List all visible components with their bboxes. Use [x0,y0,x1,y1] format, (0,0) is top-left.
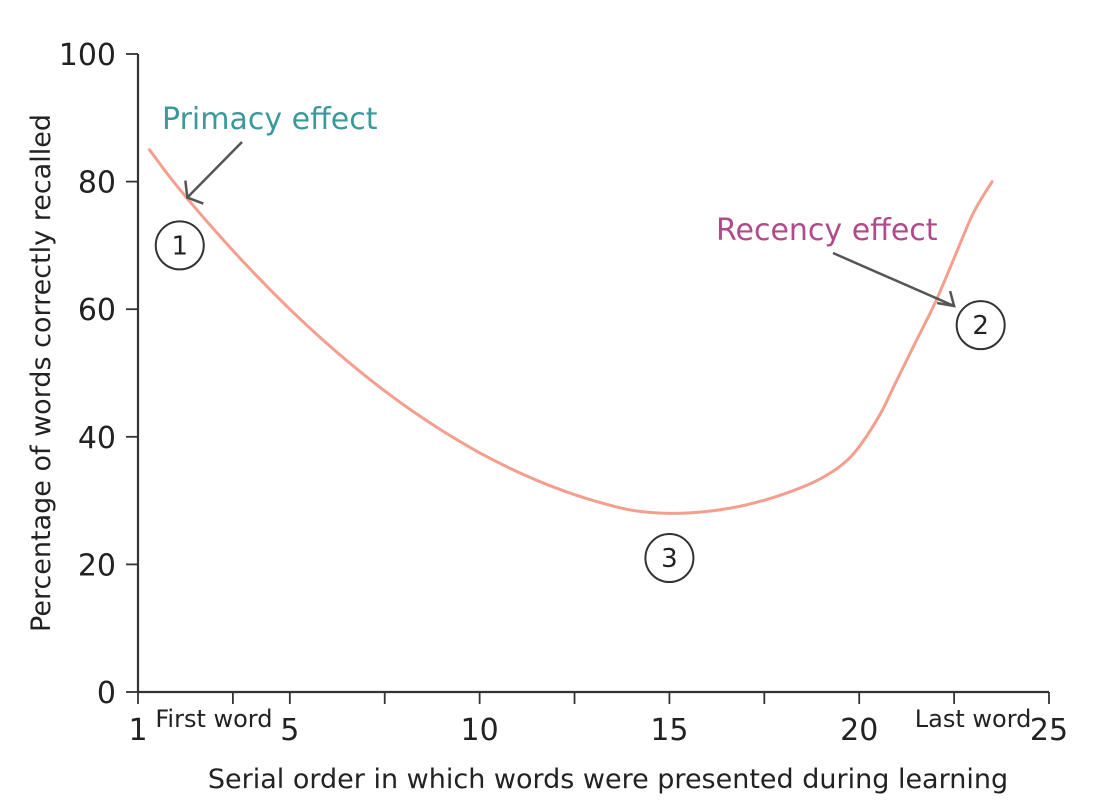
annotation-arrow [186,141,243,199]
y-tick-label: 80 [78,166,116,201]
first-word-label: First word [155,705,272,733]
x-tick-label: 10 [461,713,499,748]
last-word-label: Last word [915,705,1032,733]
marker-circle [154,220,205,271]
x-tick-label: 5 [280,713,299,748]
y-tick-label: 100 [59,38,116,73]
series [147,148,994,515]
markers: 1 2 3 [154,220,1006,584]
axes [136,54,1049,694]
x-tick-label: 15 [650,713,688,748]
x-tick-label: 1 [128,713,147,748]
marker-number: 1 [171,231,188,261]
marker-circle [644,533,695,584]
annotations: Primacy effect Recency effect [162,102,956,308]
x-tick-label: 20 [840,713,878,748]
recall-curve [147,148,994,515]
marker-number: 3 [661,544,678,574]
x-axis-title: Serial order in which words were present… [208,764,1008,795]
annotation-arrow [832,251,955,308]
annotation-label: Primacy effect [162,102,378,137]
y-axis-title: Percentage of words correctly recalled [26,114,57,632]
y-tick-label: 40 [78,421,116,456]
marker-circle [955,300,1006,351]
y-tick-label: 0 [97,676,116,711]
x-tick-label: 25 [1030,713,1068,748]
marker-number: 2 [972,311,989,341]
annotation-arrowhead [184,180,204,205]
annotation-label: Recency effect [716,213,938,248]
y-tick-label: 60 [78,293,116,328]
annotation-arrowhead [936,290,956,308]
y-tick-label: 20 [78,548,116,583]
